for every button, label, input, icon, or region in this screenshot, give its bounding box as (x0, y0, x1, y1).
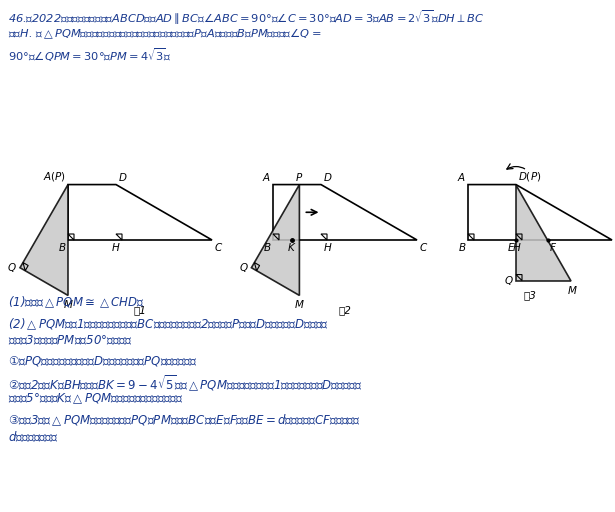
Text: $F$: $F$ (549, 241, 557, 253)
Text: (1)求证：$\triangle PQM$$\cong$$\triangle CHD$；: (1)求证：$\triangle PQM$$\cong$$\triangle C… (8, 294, 145, 309)
Text: (2)$\triangle PQM$从图1的位置出发，先沿着$BC$方向向右平移（图2），当点$P$到达点$D$后立刻绕点$D$逆时针旋: (2)$\triangle PQM$从图1的位置出发，先沿着$BC$方向向右平移… (8, 316, 329, 331)
Text: $A$: $A$ (262, 170, 271, 183)
Text: 46.（2022河北）如图，四边形$ABCD$中，$AD$$\parallel$$BC$，$\angle ABC=90°$，$\angle C=30°$，$AD: 46.（2022河北）如图，四边形$ABCD$中，$AD$$\parallel$… (8, 8, 485, 27)
Text: $B$: $B$ (58, 241, 66, 253)
Text: $C$: $C$ (214, 241, 223, 253)
Text: $d$的式子表示）．: $d$的式子表示）． (8, 430, 59, 444)
Text: 图2: 图2 (339, 306, 351, 315)
Text: $D$: $D$ (323, 170, 333, 183)
Text: 图1: 图1 (133, 306, 146, 315)
Text: $M$: $M$ (294, 298, 305, 310)
Text: $E$: $E$ (507, 241, 516, 253)
Text: ③如图3，在$\triangle PQM$旋转过程中，设$PQ$、$PM$分别交$BC$于点$E$、$F$，若$BE=d$，直接写出$CF$的长（用含: ③如图3，在$\triangle PQM$旋转过程中，设$PQ$、$PM$分别交… (8, 412, 361, 428)
Text: 转（图3），当边$PM$旋转50°时停止．: 转（图3），当边$PM$旋转50°时停止． (8, 334, 132, 347)
Polygon shape (273, 184, 417, 240)
Text: $M$: $M$ (63, 298, 73, 310)
Text: $A$: $A$ (457, 170, 466, 183)
Text: ①边$PQ$从平移开始，到绕点$D$旋转结束，求边$PQ$扫过的面积；: ①边$PQ$从平移开始，到绕点$D$旋转结束，求边$PQ$扫过的面积； (8, 354, 197, 368)
Text: $90°$，$\angle QPM=30°$，$PM=4\sqrt{3}$．: $90°$，$\angle QPM=30°$，$PM=4\sqrt{3}$． (8, 46, 172, 63)
Text: $Q$: $Q$ (7, 261, 17, 274)
Polygon shape (468, 184, 612, 240)
Text: 于点$H$. 将$\triangle PQM$与该四边形按如图方式放在同一平面内，使点$P$与$A$重合，点$B$在$PM$上，其中$\angle Q=$: 于点$H$. 将$\triangle PQM$与该四边形按如图方式放在同一平面内… (8, 27, 322, 41)
Text: 为每秒5°，求点$K$在$\triangle PQM$区域（含边界）内的时长；: 为每秒5°，求点$K$在$\triangle PQM$区域（含边界）内的时长； (8, 392, 183, 407)
Text: $B$: $B$ (263, 241, 271, 253)
Text: $M$: $M$ (567, 284, 577, 295)
Text: $D$: $D$ (118, 170, 127, 183)
Text: $H$: $H$ (512, 241, 522, 253)
Text: $H$: $H$ (111, 241, 121, 253)
Text: 图3: 图3 (523, 291, 536, 301)
Text: $A(P)$: $A(P)$ (43, 169, 66, 183)
Text: ②如图2，点$K$在$BH$上，且$BK=9-4\sqrt{5}$．若$\triangle PQM$右移的速度为每秒1个单位长，绕点$D$旋转的速度: ②如图2，点$K$在$BH$上，且$BK=9-4\sqrt{5}$．若$\tri… (8, 374, 362, 394)
Text: $Q$: $Q$ (504, 274, 514, 287)
Polygon shape (516, 184, 571, 281)
Text: $C$: $C$ (419, 241, 428, 253)
Polygon shape (252, 184, 300, 295)
Text: $K$: $K$ (287, 241, 297, 253)
Text: $Q$: $Q$ (239, 261, 248, 274)
Text: $C$: $C$ (614, 241, 615, 253)
Polygon shape (68, 184, 212, 240)
Text: $B$: $B$ (458, 241, 466, 253)
Text: $P$: $P$ (295, 170, 304, 183)
Text: $D(P)$: $D(P)$ (518, 169, 541, 183)
Text: $H$: $H$ (323, 241, 333, 253)
Polygon shape (20, 184, 68, 295)
